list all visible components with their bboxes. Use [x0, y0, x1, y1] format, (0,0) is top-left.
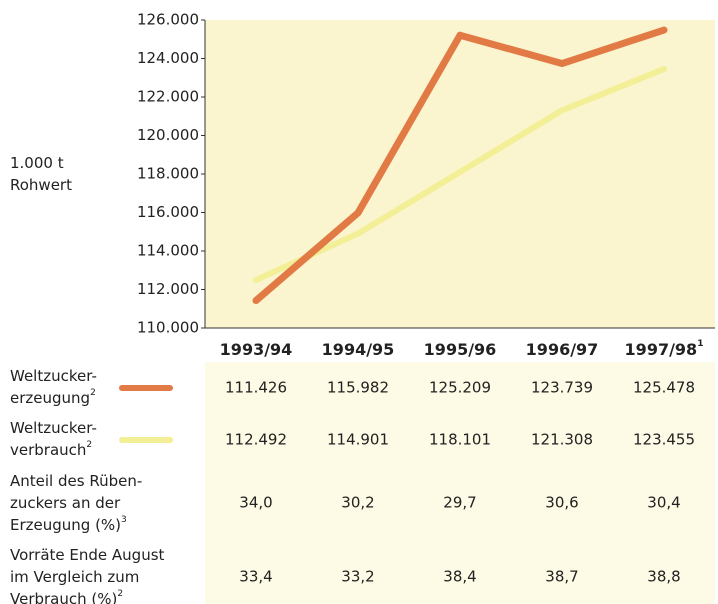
- legend-label-line: Weltzucker-: [10, 419, 97, 437]
- y-tick-label: 126.000: [137, 11, 199, 29]
- footnote-mark: 2: [86, 440, 92, 450]
- row-label-line: Verbrauch (%): [10, 590, 117, 604]
- y-axis-label-line: 1.000 t: [10, 154, 64, 172]
- series-line: [252, 26, 668, 305]
- x-tick-label: 1994/95: [322, 340, 395, 359]
- table-cell: 112.492: [225, 431, 287, 449]
- category: 1995/96: [424, 340, 497, 359]
- footnote-mark: 2: [90, 388, 96, 398]
- y-tick-label: 110.000: [137, 319, 199, 337]
- row-label-line: im Vergleich zum: [10, 568, 139, 586]
- table-cell: 121.308: [531, 431, 593, 449]
- row-label: Vorräte Ende August: [10, 546, 165, 564]
- row-label: zuckers an der: [10, 494, 121, 512]
- table-cell: 125.478: [633, 379, 695, 397]
- y-axis-label: Rohwert: [10, 176, 72, 194]
- y-tick-label: 122.000: [137, 88, 199, 106]
- row-label: Verbrauch (%)2: [10, 589, 123, 604]
- table-cell: 118.101: [429, 431, 491, 449]
- legend-label-line: Weltzucker-: [10, 367, 97, 385]
- x-tick-label: 1997/981: [625, 339, 704, 359]
- legend-label: Weltzucker-: [10, 419, 97, 437]
- y-tick-label: 124.000: [137, 49, 199, 67]
- row-label: im Vergleich zum: [10, 568, 139, 586]
- legend-label: Weltzucker-: [10, 367, 97, 385]
- y-axis-label-line: Rohwert: [10, 176, 72, 194]
- table-cell: 123.739: [531, 379, 593, 397]
- category: 1997/98: [625, 340, 698, 359]
- table-cell: 33,2: [341, 568, 374, 586]
- y-tick-label: 114.000: [137, 242, 199, 260]
- table-cell: 38,7: [545, 568, 578, 586]
- row-label: Erzeugung (%)3: [10, 515, 127, 534]
- category: 1993/94: [220, 340, 293, 359]
- table-cell: 33,4: [239, 568, 272, 586]
- table-cell: 38,8: [647, 568, 680, 586]
- footnote-mark: 1: [697, 339, 703, 349]
- category: 1994/95: [322, 340, 395, 359]
- row-label-line: zuckers an der: [10, 494, 121, 512]
- table-background: [205, 362, 715, 604]
- table-cell: 34,0: [239, 494, 272, 512]
- series-line: [253, 65, 667, 284]
- footnote-mark: 3: [121, 515, 127, 525]
- y-tick-label: 112.000: [137, 280, 199, 298]
- table-cell: 30,2: [341, 494, 374, 512]
- table-cell: 114.901: [327, 431, 389, 449]
- x-tick-label: 1996/97: [526, 340, 599, 359]
- table-cell: 115.982: [327, 379, 389, 397]
- y-tick-label: 118.000: [137, 165, 199, 183]
- y-tick-label: 120.000: [137, 126, 199, 144]
- table-cell: 30,4: [647, 494, 680, 512]
- table-cell: 125.209: [429, 379, 491, 397]
- table-cell: 123.455: [633, 431, 695, 449]
- table-cell: 38,4: [443, 568, 476, 586]
- legend-label-line: erzeugung: [10, 389, 90, 407]
- legend-label: verbrauch2: [10, 440, 92, 459]
- legend-label: erzeugung2: [10, 388, 96, 407]
- category: 1996/97: [526, 340, 599, 359]
- legend-label-line: verbrauch: [10, 441, 86, 459]
- row-label-line: Erzeugung (%): [10, 516, 121, 534]
- table-cell: 111.426: [225, 379, 287, 397]
- row-label: Anteil des Rüben-: [10, 472, 142, 490]
- footnote-mark: 2: [117, 589, 123, 599]
- table-cell: 30,6: [545, 494, 578, 512]
- y-tick-label: 116.000: [137, 203, 199, 221]
- x-tick-label: 1995/96: [424, 340, 497, 359]
- y-axis-label: 1.000 t: [10, 154, 64, 172]
- table-cell: 29,7: [443, 494, 476, 512]
- row-label-line: Anteil des Rüben-: [10, 472, 142, 490]
- x-tick-label: 1993/94: [220, 340, 293, 359]
- row-label-line: Vorräte Ende August: [10, 546, 165, 564]
